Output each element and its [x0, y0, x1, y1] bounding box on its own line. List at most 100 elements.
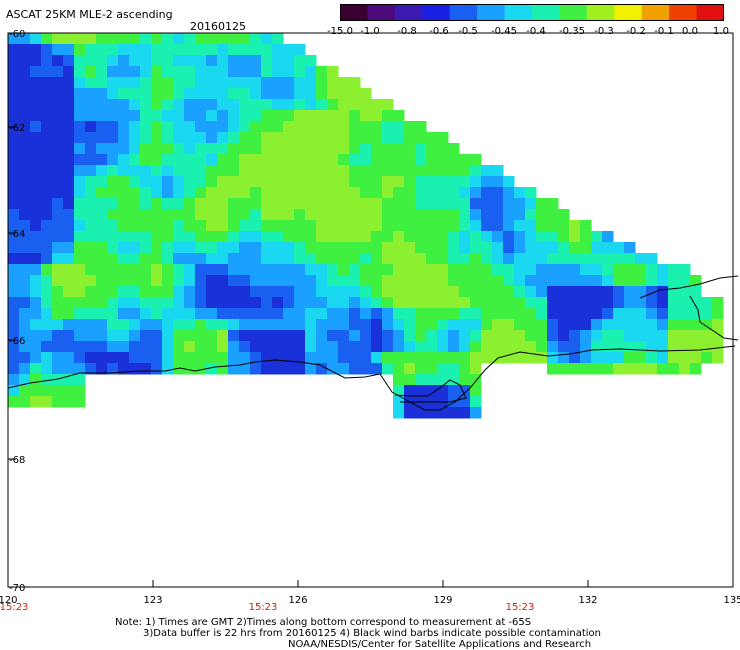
wind-cell [85, 77, 97, 89]
wind-cell [283, 286, 295, 298]
wind-cell [426, 220, 438, 232]
wind-cell [613, 330, 625, 342]
wind-cell [195, 143, 207, 155]
wind-cell [569, 264, 581, 276]
wind-cell [261, 44, 273, 56]
wind-cell [19, 297, 31, 309]
wind-cell [173, 341, 185, 353]
wind-cell [316, 275, 328, 287]
wind-cell [118, 154, 130, 166]
wind-cell [470, 154, 482, 166]
wind-cell [426, 363, 438, 375]
wind-cell [8, 66, 20, 78]
wind-cell [85, 363, 97, 375]
wind-cell [393, 121, 405, 133]
wind-cell [349, 286, 361, 298]
wind-cell [85, 297, 97, 309]
wind-cell [481, 352, 493, 364]
wind-cell [470, 209, 482, 221]
wind-cell [30, 77, 42, 89]
wind-cell [52, 275, 64, 287]
wind-cell [250, 121, 262, 133]
wind-cell [470, 242, 482, 254]
wind-cell [184, 209, 196, 221]
wind-cell [261, 363, 273, 375]
wind-cell [195, 55, 207, 67]
wind-cell [591, 253, 603, 265]
wind-cell [360, 253, 372, 265]
wind-cell [52, 187, 64, 199]
wind-cell [382, 330, 394, 342]
wind-cell [426, 154, 438, 166]
wind-cell [360, 352, 372, 364]
wind-cell [536, 209, 548, 221]
wind-cell [129, 132, 141, 144]
wind-cell [250, 198, 262, 210]
wind-cell [624, 253, 636, 265]
colorbar-tick-label: -0.3 [594, 26, 614, 37]
plot-frame [7, 32, 734, 588]
wind-cell [52, 165, 64, 177]
wind-cell [525, 352, 537, 364]
wind-cell [613, 264, 625, 276]
wind-cell [19, 396, 31, 408]
wind-cell [382, 154, 394, 166]
wind-cell [371, 143, 383, 155]
wind-cell [206, 330, 218, 342]
wind-cell [74, 308, 86, 320]
wind-cell [19, 187, 31, 199]
wind-cell [327, 176, 339, 188]
wind-cell [239, 55, 251, 67]
wind-cell [261, 308, 273, 320]
wind-cell [19, 231, 31, 243]
wind-cell [140, 308, 152, 320]
wind-cell [448, 209, 460, 221]
wind-cell [52, 330, 64, 342]
wind-cell [195, 99, 207, 111]
wind-cell [63, 66, 75, 78]
wind-cell [30, 44, 42, 56]
wind-cell [459, 286, 471, 298]
wind-cell [239, 308, 251, 320]
wind-cell [558, 231, 570, 243]
wind-cell [569, 231, 581, 243]
wind-cell [30, 352, 42, 364]
wind-cell [294, 341, 306, 353]
wind-cell [426, 209, 438, 221]
wind-cell [140, 198, 152, 210]
wind-cell [261, 341, 273, 353]
wind-cell [481, 275, 493, 287]
wind-cell [525, 220, 537, 232]
wind-cell [382, 176, 394, 188]
wind-cell [536, 275, 548, 287]
wind-cell [393, 165, 405, 177]
wind-cell [690, 363, 702, 375]
wind-cell [393, 352, 405, 364]
wind-cell [118, 44, 130, 56]
wind-cell [30, 308, 42, 320]
wind-cell [283, 242, 295, 254]
wind-cell [294, 264, 306, 276]
wind-cell [294, 110, 306, 122]
wind-cell [140, 176, 152, 188]
wind-cell [19, 66, 31, 78]
wind-cell [217, 319, 229, 331]
wind-cell [184, 264, 196, 276]
wind-cell [393, 242, 405, 254]
wind-cell [250, 66, 262, 78]
wind-cell [140, 33, 152, 45]
wind-cell [184, 55, 196, 67]
wind-cell [272, 341, 284, 353]
wind-cell [393, 308, 405, 320]
wind-cell [195, 253, 207, 265]
wind-cell [580, 231, 592, 243]
wind-cell [19, 198, 31, 210]
wind-cell [371, 132, 383, 144]
wind-cell [448, 319, 460, 331]
wind-cell [459, 352, 471, 364]
wind-cell [437, 407, 449, 419]
wind-cell [338, 187, 350, 199]
wind-cell [294, 176, 306, 188]
wind-cell [162, 154, 174, 166]
